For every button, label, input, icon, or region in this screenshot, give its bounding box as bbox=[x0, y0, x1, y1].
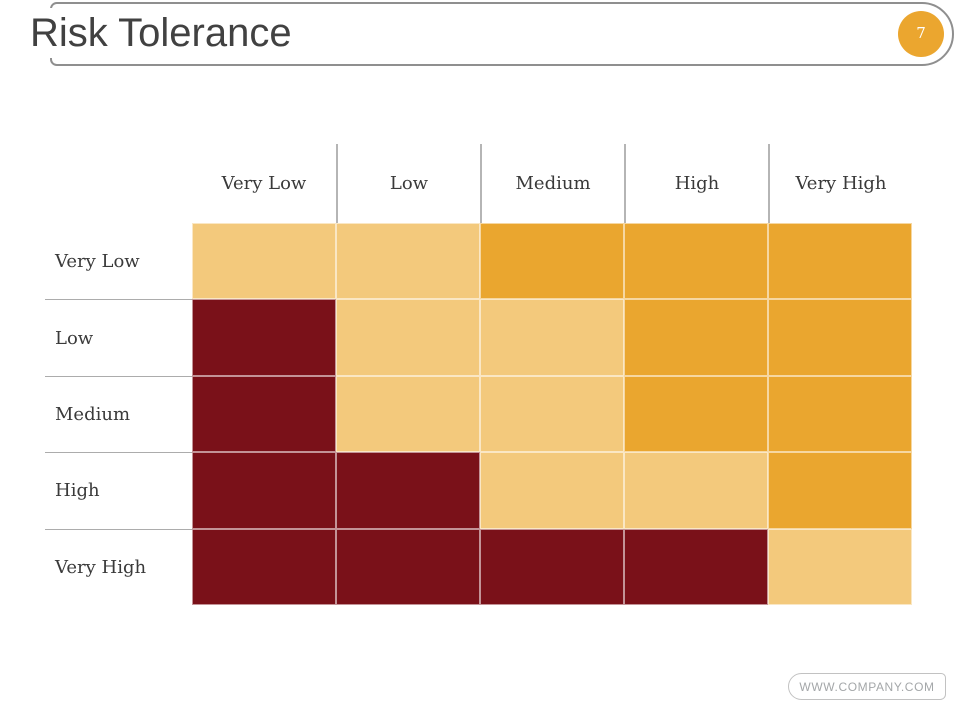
page-title: Risk Tolerance bbox=[28, 8, 306, 58]
matrix-cell-r4-c3 bbox=[480, 452, 624, 529]
matrix-cell-r2-c4 bbox=[624, 299, 768, 376]
matrix-cell-r1-c4 bbox=[624, 223, 768, 300]
matrix-cell-r5-c3 bbox=[480, 528, 624, 605]
matrix-corner-cell bbox=[45, 144, 192, 223]
company-url-label: WWW.COMPANY.COM bbox=[799, 679, 935, 694]
column-header-medium: Medium bbox=[480, 144, 624, 223]
matrix-cell-r2-c3 bbox=[480, 299, 624, 376]
row-header-high: High bbox=[45, 452, 192, 529]
page-number-badge: 7 bbox=[898, 11, 944, 57]
matrix-cell-r1-c1 bbox=[192, 223, 336, 300]
matrix-cell-r2-c1 bbox=[192, 299, 336, 376]
matrix-cell-r3-c5 bbox=[768, 375, 912, 453]
row-header-very-low: Very Low bbox=[45, 223, 192, 300]
matrix-cell-r3-c1 bbox=[192, 375, 336, 453]
matrix-cell-r5-c5 bbox=[768, 528, 912, 605]
matrix-cell-r5-c2 bbox=[336, 528, 480, 605]
matrix-cell-r3-c2 bbox=[336, 375, 480, 453]
matrix-cell-r5-c1 bbox=[192, 528, 336, 605]
matrix-cell-r5-c4 bbox=[624, 528, 768, 605]
row-header-medium: Medium bbox=[45, 375, 192, 453]
matrix-cell-r2-c5 bbox=[768, 299, 912, 376]
row-header-very-high: Very High bbox=[45, 528, 192, 605]
matrix-cell-r4-c2 bbox=[336, 452, 480, 529]
column-header-very-high: Very High bbox=[768, 144, 912, 223]
matrix-cell-r1-c5 bbox=[768, 223, 912, 300]
matrix-cell-r3-c4 bbox=[624, 375, 768, 453]
matrix-cell-r4-c5 bbox=[768, 452, 912, 529]
matrix-cell-r4-c1 bbox=[192, 452, 336, 529]
risk-tolerance-matrix: Very Low Low Medium High Very High Very Low Lo… bbox=[45, 144, 912, 605]
matrix-cell-r4-c4 bbox=[624, 452, 768, 529]
column-header-low: Low bbox=[336, 144, 480, 223]
matrix-cell-r1-c3 bbox=[480, 223, 624, 300]
footer-frame: WWW.COMPANY.COM bbox=[788, 673, 946, 700]
row-header-low: Low bbox=[45, 299, 192, 376]
column-header-high: High bbox=[624, 144, 768, 223]
column-header-very-low: Very Low bbox=[192, 144, 336, 223]
matrix-cell-r3-c3 bbox=[480, 375, 624, 453]
matrix-cell-r1-c2 bbox=[336, 223, 480, 300]
matrix-cell-r2-c2 bbox=[336, 299, 480, 376]
